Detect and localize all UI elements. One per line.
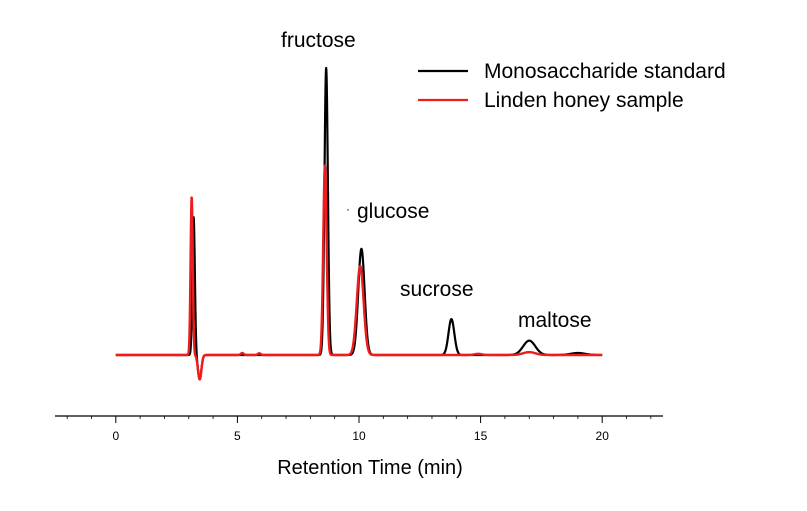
x-tick-label-5: 5 bbox=[234, 429, 241, 443]
legend: Monosaccharide standard Linden honey sam… bbox=[418, 60, 726, 112]
x-tick-label-15: 15 bbox=[474, 429, 488, 443]
series-group bbox=[114, 66, 604, 381]
x-axis: 0 5 10 15 20 bbox=[55, 415, 663, 443]
legend-label-honey: Linden honey sample bbox=[484, 89, 684, 112]
legend-label-standard: Monosaccharide standard bbox=[484, 60, 726, 83]
x-tick-label-20: 20 bbox=[596, 429, 610, 443]
annotation-glucose-marker: · bbox=[346, 202, 350, 216]
x-axis-label: Retention Time (min) bbox=[277, 457, 463, 479]
annotation-sucrose: sucrose bbox=[400, 278, 474, 301]
series-line-honey bbox=[114, 164, 604, 381]
x-tick-label-0: 0 bbox=[112, 429, 119, 443]
annotation-glucose: glucose bbox=[357, 200, 429, 223]
x-tick-label-10: 10 bbox=[352, 429, 366, 443]
annotation-fructose: fructose bbox=[281, 29, 356, 52]
annotation-maltose: maltose bbox=[518, 309, 592, 332]
